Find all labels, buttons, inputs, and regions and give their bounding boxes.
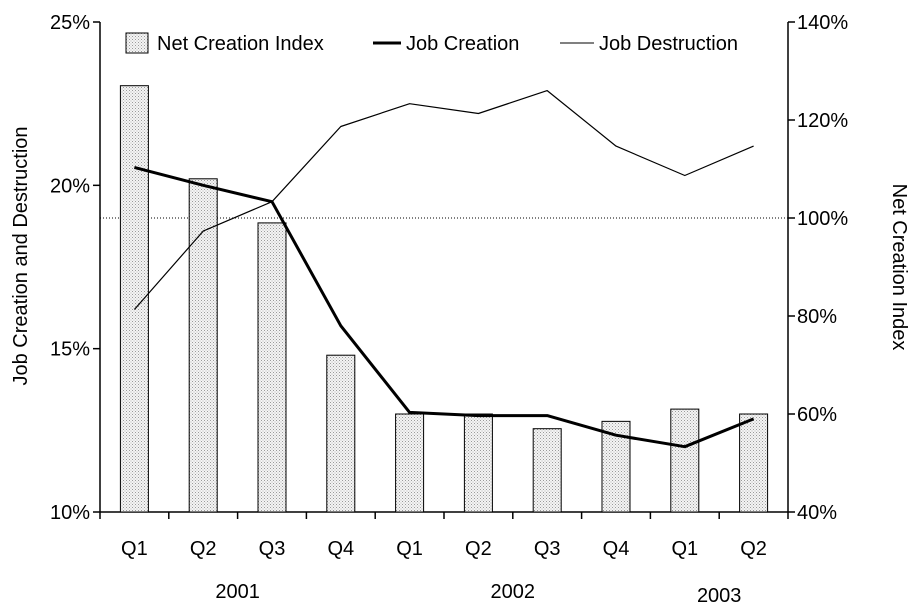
right-tick-label: 80%	[797, 306, 837, 328]
line-job-creation	[134, 165, 755, 449]
x-year-label: 2003	[697, 585, 742, 607]
legend-label-job-creation: Job Creation	[406, 33, 519, 55]
left-tick-label: 15%	[50, 339, 90, 361]
left-tick-label: 25%	[50, 12, 90, 34]
x-category-label: Q1	[671, 538, 698, 560]
bar-net-creation-index	[463, 413, 493, 513]
x-category-label: Q3	[534, 538, 561, 560]
right-tick-label: 140%	[797, 12, 848, 34]
left-tick-label: 10%	[50, 502, 90, 524]
x-category-label: Q3	[259, 538, 286, 560]
x-year-label: 2001	[215, 581, 260, 603]
legend: Net Creation Index Job Creation Job Dest…	[125, 32, 738, 55]
x-category-label: Q2	[740, 538, 767, 560]
legend-label-job-destruction: Job Destruction	[599, 33, 738, 55]
bar-net-creation-index	[188, 178, 218, 513]
x-category-label: Q4	[327, 538, 354, 560]
bar-net-creation-index	[670, 408, 700, 513]
right-tick-label: 120%	[797, 110, 848, 132]
x-category-label: Q2	[465, 538, 492, 560]
left-axis-title: Job Creation and Destruction	[10, 126, 32, 385]
bar-net-creation-index	[739, 413, 769, 513]
legend-label-net-creation-index: Net Creation Index	[157, 33, 324, 55]
bar-net-creation-index	[326, 354, 356, 513]
right-tick-label: 40%	[797, 502, 837, 524]
legend-swatch-net-creation-index	[125, 32, 149, 54]
x-category-label: Q2	[190, 538, 217, 560]
x-category-label: Q4	[603, 538, 630, 560]
line-job-destruction	[133, 89, 754, 310]
bar-net-creation-index	[532, 428, 562, 513]
x-year-label: 2002	[491, 581, 536, 603]
right-tick-label: 60%	[797, 404, 837, 426]
left-tick-label: 20%	[50, 175, 90, 197]
x-category-label: Q1	[396, 538, 423, 560]
x-category-label: Q1	[121, 538, 148, 560]
bar-net-creation-index	[257, 222, 287, 513]
bar-net-creation-index	[395, 413, 425, 513]
right-axis-title: Net Creation Index	[888, 184, 910, 351]
right-tick-label: 100%	[797, 208, 848, 230]
